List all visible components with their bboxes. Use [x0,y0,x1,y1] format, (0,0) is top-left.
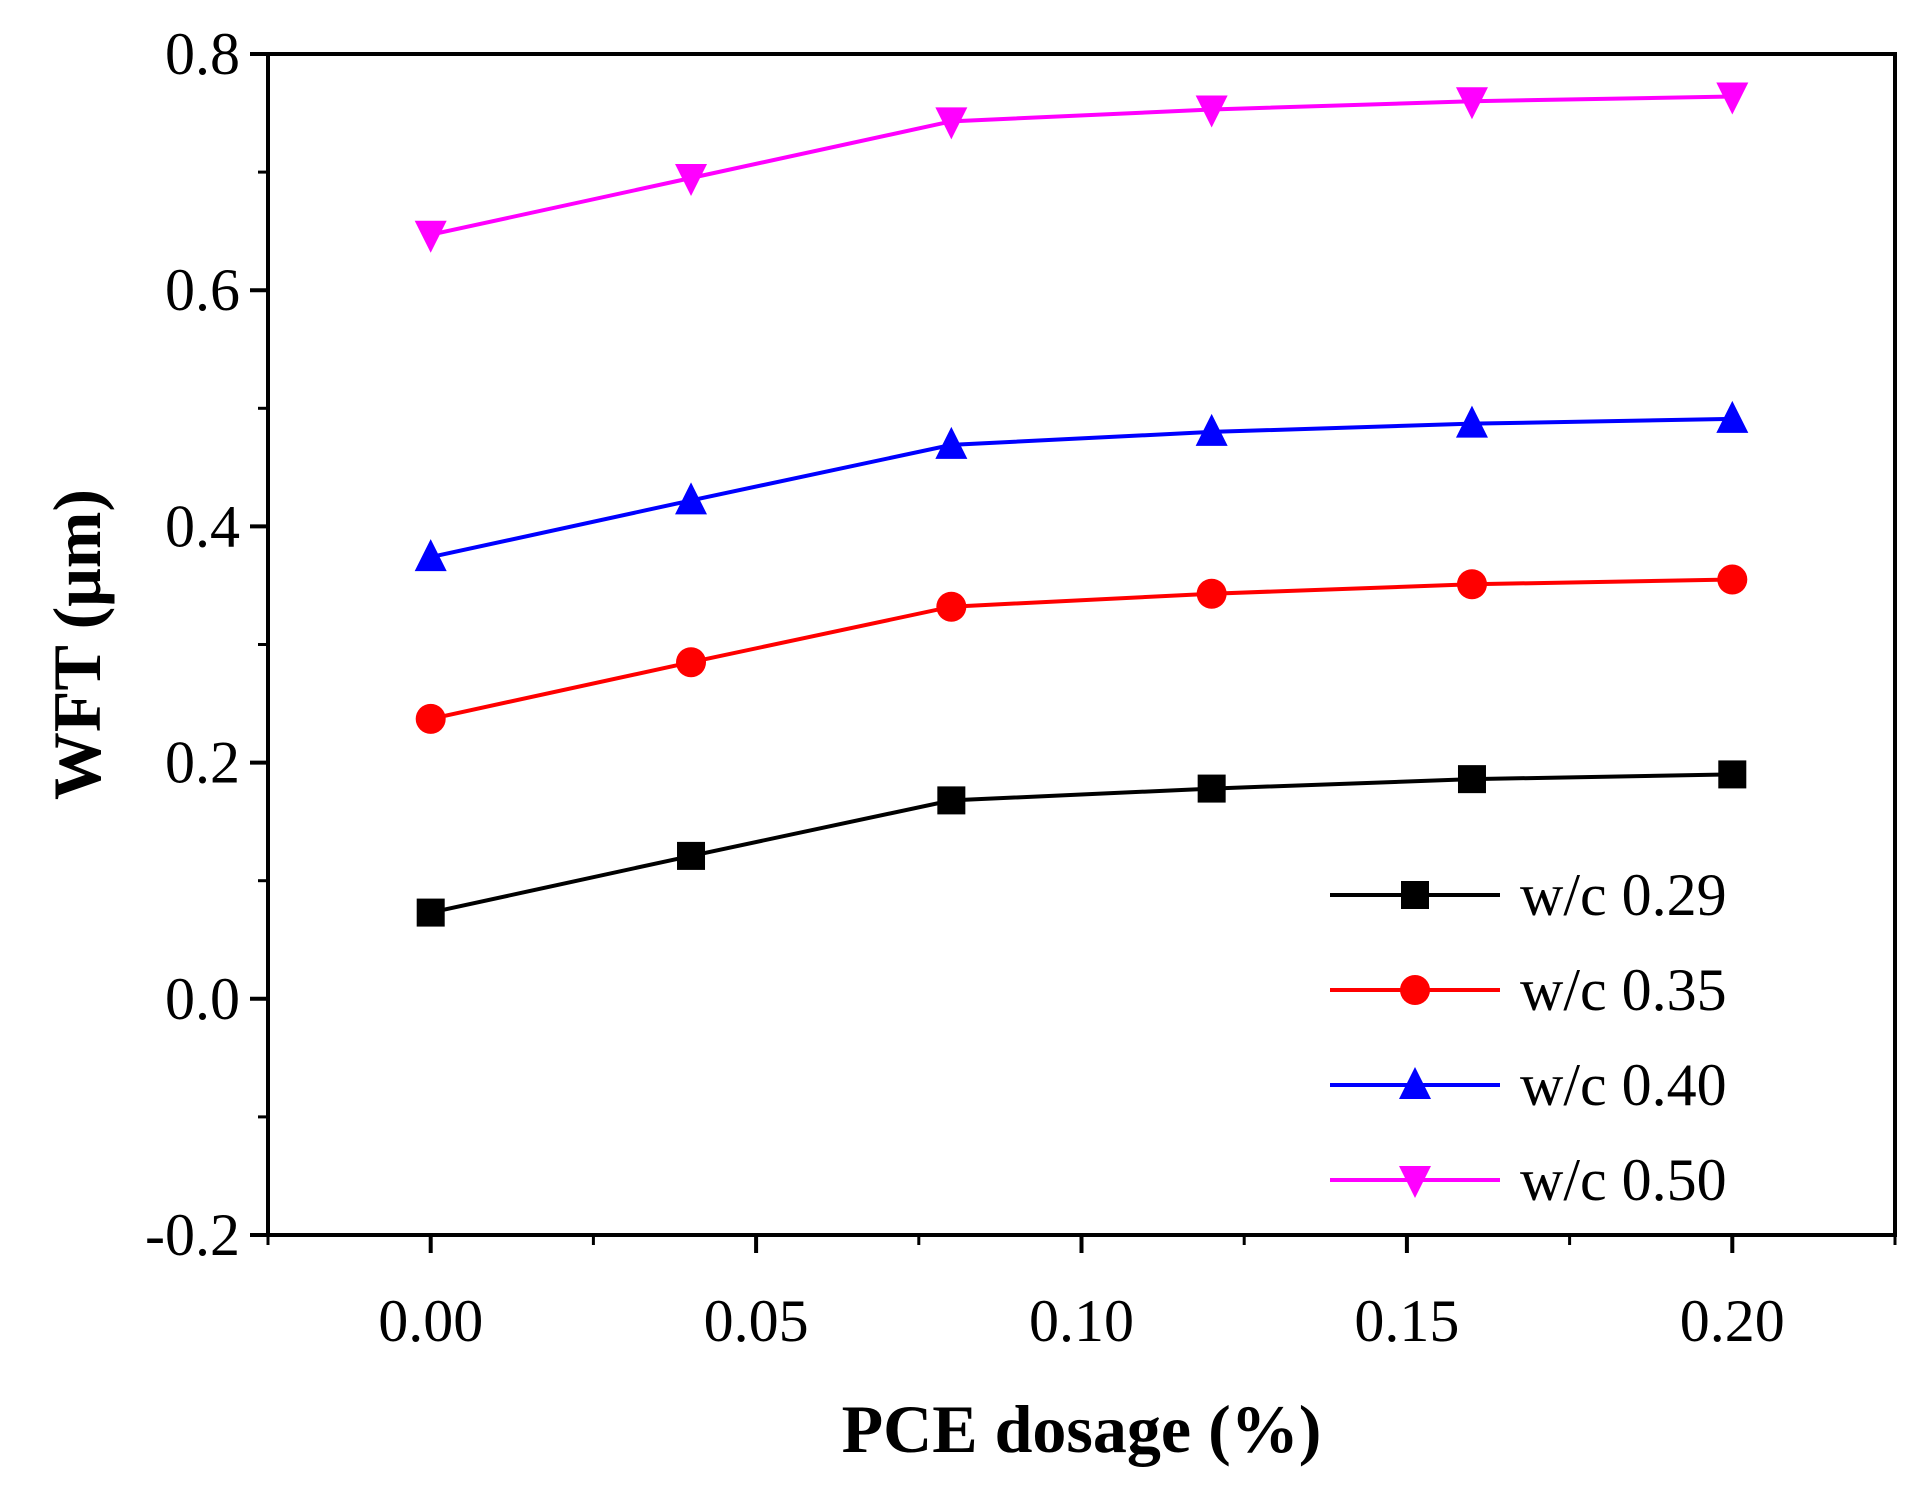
data-point [675,164,708,197]
x-tick-label: 0.10 [1029,1288,1134,1354]
series-group [414,82,1749,927]
data-point [936,591,967,622]
y-tick-label: 0.2 [165,730,240,796]
legend-label: w/c 0.40 [1520,1052,1727,1118]
y-tick-label: 0.4 [165,493,240,559]
series-2 [414,400,1749,572]
legend-marker [1399,1166,1431,1198]
data-point [1718,760,1747,789]
legend-item-3: w/c 0.50 [1330,1147,1727,1213]
y-tick-label: 0.6 [165,257,240,323]
x-axis-title: PCE dosage (%) [842,1391,1322,1467]
data-point [676,647,707,678]
data-point [416,898,445,927]
y-tick-label: -0.2 [145,1202,240,1268]
data-point [1197,774,1226,803]
data-point [1196,578,1227,609]
series-line [430,416,1733,560]
legend: w/c 0.29 w/c 0.35 w/c 0.40 w/c 0.50 [1330,862,1727,1213]
data-point [1195,95,1228,128]
axis-tick-labels: 0.00 0.05 0.10 0.15 0.20 -0.2 0.0 0.2 0.4 0.6 0.8 [145,21,1785,1354]
legend-item-1: w/c 0.35 [1330,957,1727,1023]
x-tick-label: 0.05 [704,1288,809,1354]
legend-marker [1399,1067,1431,1099]
data-point [677,841,706,870]
legend-label: w/c 0.29 [1520,862,1727,928]
data-point [1716,82,1749,115]
data-point [414,539,447,572]
data-point [1455,405,1488,438]
data-point [1456,569,1487,600]
data-point [1455,87,1488,120]
data-point [937,786,966,815]
data-point [935,107,968,140]
data-point [1716,400,1749,433]
legend-item-0: w/c 0.29 [1330,862,1727,928]
data-point [415,703,446,734]
axis-ticks [250,52,1897,1253]
y-tick-label: 0.8 [165,21,240,87]
series-line [430,577,1733,721]
data-point [1457,765,1486,794]
x-tick-label: 0.20 [1680,1288,1785,1354]
data-point [1717,564,1748,595]
data-point [675,482,708,515]
series-1 [415,564,1748,734]
y-tick-label: 0.0 [165,966,240,1032]
legend-marker [1400,975,1430,1005]
legend-marker [1401,881,1429,909]
data-point [1195,413,1228,446]
y-axis-title: WFT (μm) [39,489,115,800]
data-point [935,426,968,459]
legend-label: w/c 0.50 [1520,1147,1727,1213]
data-point [414,220,447,253]
series-0 [416,760,1747,927]
x-tick-label: 0.15 [1354,1288,1459,1354]
series-line [430,94,1733,237]
legend-item-2: w/c 0.40 [1330,1052,1727,1118]
legend-label: w/c 0.35 [1520,957,1727,1023]
series-line [430,772,1733,915]
x-tick-label: 0.00 [378,1288,483,1354]
series-3 [414,82,1749,253]
